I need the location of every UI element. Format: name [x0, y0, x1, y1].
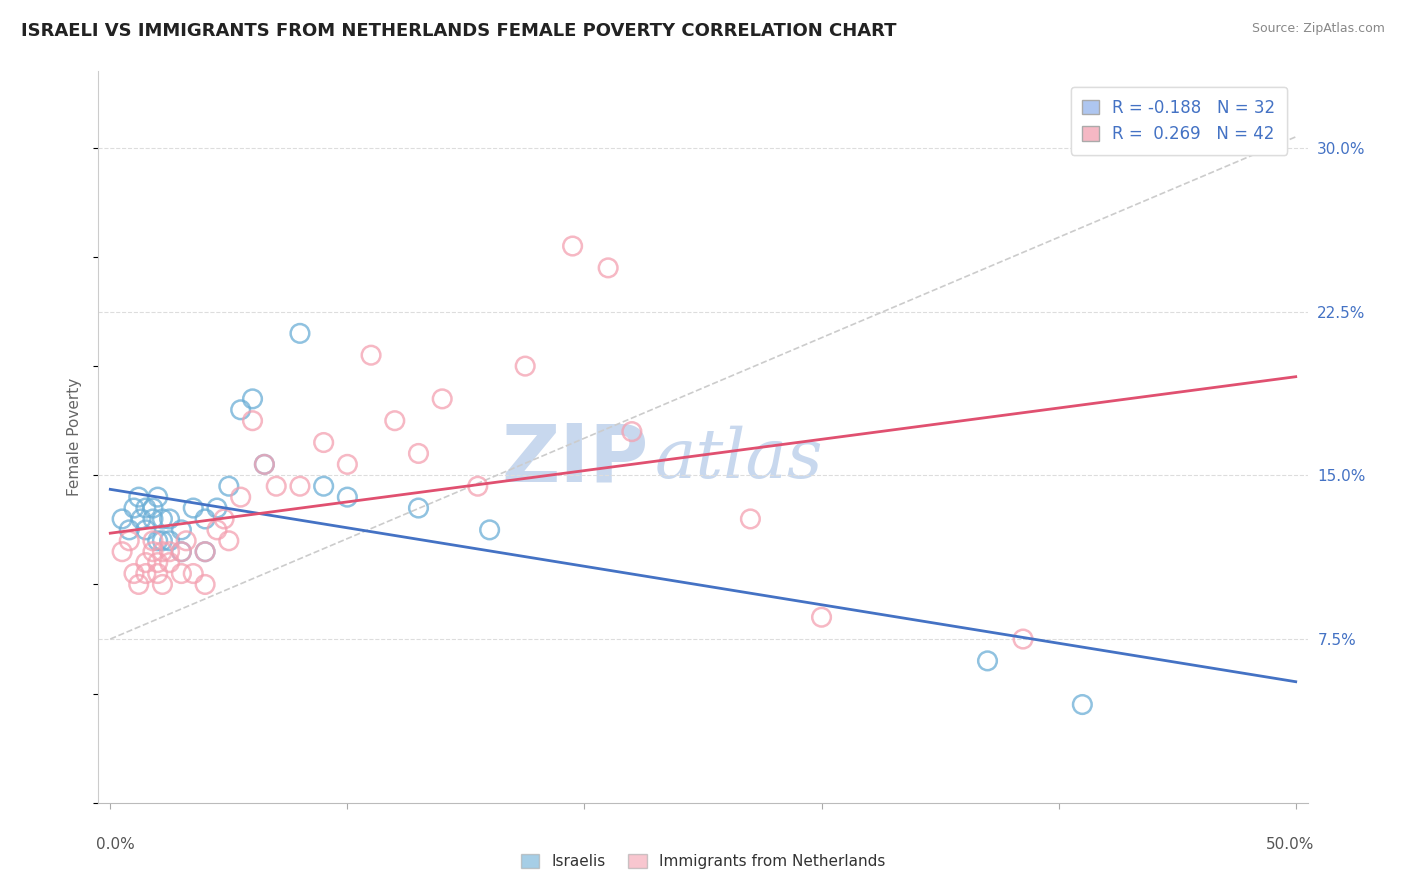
- Point: [146, 533, 169, 548]
- Point: [142, 512, 165, 526]
- Point: [159, 533, 181, 548]
- Point: [135, 556, 157, 570]
- Point: [218, 533, 240, 548]
- Point: [312, 435, 335, 450]
- Point: [212, 512, 235, 526]
- Point: [111, 512, 134, 526]
- Point: [288, 326, 311, 341]
- Point: [312, 479, 335, 493]
- Point: [129, 512, 152, 526]
- Point: [253, 458, 276, 472]
- Point: [561, 239, 583, 253]
- Point: [336, 490, 359, 504]
- Point: [159, 545, 181, 559]
- Point: [976, 654, 998, 668]
- Legend: R = -0.188   N = 32, R =  0.269   N = 42: R = -0.188 N = 32, R = 0.269 N = 42: [1071, 87, 1286, 154]
- Point: [229, 490, 252, 504]
- Point: [146, 566, 169, 581]
- Point: [264, 479, 287, 493]
- Point: [146, 490, 169, 504]
- Point: [159, 556, 181, 570]
- Point: [170, 523, 193, 537]
- Y-axis label: Female Poverty: Female Poverty: [67, 378, 83, 496]
- Text: 50.0%: 50.0%: [1267, 837, 1315, 852]
- Point: [194, 512, 217, 526]
- Point: [118, 523, 141, 537]
- Point: [740, 512, 762, 526]
- Point: [515, 359, 537, 373]
- Point: [253, 458, 276, 472]
- Point: [205, 523, 228, 537]
- Text: ISRAELI VS IMMIGRANTS FROM NETHERLANDS FEMALE POVERTY CORRELATION CHART: ISRAELI VS IMMIGRANTS FROM NETHERLANDS F…: [21, 22, 897, 40]
- Point: [122, 501, 145, 516]
- Point: [174, 533, 197, 548]
- Point: [170, 545, 193, 559]
- Point: [242, 414, 264, 428]
- Point: [408, 501, 430, 516]
- Point: [194, 545, 217, 559]
- Point: [229, 402, 252, 417]
- Point: [620, 425, 643, 439]
- Point: [408, 446, 430, 460]
- Point: [152, 533, 174, 548]
- Point: [152, 545, 174, 559]
- Point: [135, 523, 157, 537]
- Point: [142, 545, 165, 559]
- Point: [152, 512, 174, 526]
- Point: [170, 566, 193, 581]
- Point: [181, 501, 204, 516]
- Point: [242, 392, 264, 406]
- Point: [432, 392, 454, 406]
- Point: [142, 501, 165, 516]
- Point: [135, 566, 157, 581]
- Text: Source: ZipAtlas.com: Source: ZipAtlas.com: [1251, 22, 1385, 36]
- Point: [111, 545, 134, 559]
- Point: [128, 490, 150, 504]
- Text: 0.0%: 0.0%: [96, 837, 135, 852]
- Point: [384, 414, 406, 428]
- Text: ZIP: ZIP: [502, 420, 648, 498]
- Point: [467, 479, 489, 493]
- Point: [205, 501, 228, 516]
- Point: [142, 533, 165, 548]
- Point: [810, 610, 832, 624]
- Point: [118, 533, 141, 548]
- Point: [122, 566, 145, 581]
- Point: [181, 566, 204, 581]
- Point: [478, 523, 501, 537]
- Point: [194, 545, 217, 559]
- Point: [1071, 698, 1094, 712]
- Point: [336, 458, 359, 472]
- Point: [288, 479, 311, 493]
- Text: atlas: atlas: [655, 425, 823, 492]
- Point: [135, 501, 157, 516]
- Point: [218, 479, 240, 493]
- Point: [1012, 632, 1035, 646]
- Point: [128, 577, 150, 591]
- Legend: Israelis, Immigrants from Netherlands: Israelis, Immigrants from Netherlands: [515, 848, 891, 875]
- Point: [159, 512, 181, 526]
- Point: [170, 545, 193, 559]
- Point: [152, 577, 174, 591]
- Point: [146, 556, 169, 570]
- Point: [360, 348, 382, 362]
- Point: [598, 260, 620, 275]
- Point: [194, 577, 217, 591]
